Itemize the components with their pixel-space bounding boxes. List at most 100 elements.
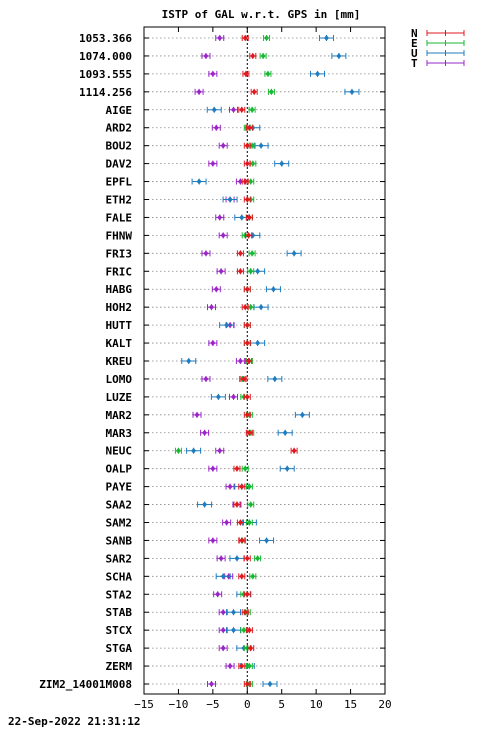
category-label: 1093.555 (79, 68, 132, 81)
category-label: FRI3 (106, 247, 133, 260)
category-label: BOU2 (106, 140, 133, 153)
grid-layer (144, 27, 385, 694)
marker-N (238, 483, 246, 490)
category-label: SANB (106, 534, 133, 547)
marker-E (248, 106, 256, 113)
category-label: STAB (106, 606, 133, 619)
category-label: HOH2 (106, 301, 133, 314)
marker-N (242, 70, 250, 77)
category-label: LUZE (106, 391, 133, 404)
marker-T (218, 609, 228, 616)
marker-U (259, 537, 275, 544)
marker-N (243, 142, 251, 149)
marker-N (238, 663, 246, 670)
marker-N (245, 429, 253, 436)
marker-T (213, 591, 223, 598)
marker-N (243, 196, 251, 203)
marker-E (259, 52, 267, 59)
x-tick-label: −15 (134, 698, 154, 711)
marker-N (247, 645, 255, 652)
marker-N (236, 519, 244, 526)
marker-T (201, 375, 211, 382)
marker-N (245, 232, 253, 239)
marker-N (233, 465, 241, 472)
marker-E (245, 663, 253, 670)
x-tick-label: 5 (278, 698, 285, 711)
marker-U (210, 393, 226, 400)
marker-U (219, 322, 235, 329)
category-labels: 1053.366 1074.000 1093.555 1114.256 AIGE ARD2… (39, 32, 132, 691)
legend-swatch (426, 50, 465, 56)
marker-N (243, 286, 251, 293)
category-label: SCHA (106, 570, 133, 583)
x-tick-label: −5 (206, 698, 219, 711)
category-label: LOMO (106, 373, 133, 386)
marker-T (225, 663, 235, 670)
marker-U (286, 250, 302, 257)
marker-N (243, 322, 251, 329)
category-label: HUTT (106, 319, 133, 332)
marker-U (253, 304, 269, 311)
marker-T (211, 286, 221, 293)
category-label: STGA (106, 642, 133, 655)
marker-E (247, 268, 255, 275)
category-label: PAYE (106, 481, 133, 494)
x-tick-label: 0 (244, 698, 251, 711)
marker-T (218, 627, 228, 634)
category-label: ZIM2_14001M008 (39, 678, 132, 691)
marker-N (245, 124, 253, 131)
marker-E (174, 447, 182, 454)
marker-T (208, 465, 218, 472)
category-label: STA2 (106, 588, 133, 601)
x-tick-label: 10 (310, 698, 323, 711)
marker-N (238, 537, 246, 544)
series-N (233, 35, 298, 687)
marker-E (248, 250, 256, 257)
marker-U (250, 340, 266, 347)
marker-E (245, 483, 253, 490)
legend-label: T (411, 57, 418, 70)
category-label: EPFL (106, 176, 133, 189)
category-label: HABG (106, 283, 133, 296)
marker-T (208, 537, 218, 544)
marker-N (233, 501, 241, 508)
marker-U (226, 627, 242, 634)
marker-T (192, 411, 202, 418)
category-label: NEUC (106, 445, 133, 458)
x-tick-label: 15 (344, 698, 357, 711)
marker-N (243, 340, 251, 347)
marker-N (240, 375, 248, 382)
category-label: SAA2 (106, 499, 133, 512)
marker-E (267, 88, 275, 95)
marker-E (263, 35, 271, 41)
marker-U (229, 555, 245, 562)
marker-N (243, 411, 251, 418)
legend-label: E (411, 37, 418, 50)
marker-U (222, 196, 238, 203)
marker-U (197, 501, 213, 508)
marker-T (218, 232, 228, 239)
marker-T (229, 106, 239, 113)
chart-title: ISTP of GAL w.r.t. GPS in [mm] (162, 8, 361, 21)
marker-N (243, 555, 251, 562)
marker-N (245, 214, 253, 221)
axis-layer: −15 −10 −5 0 5 10 15 20 (134, 26, 392, 711)
category-label: ZERM (106, 660, 133, 673)
marker-E (245, 519, 253, 526)
category-label: SAR2 (106, 552, 133, 565)
marker-N (241, 178, 249, 185)
category-label: ETH2 (106, 194, 133, 207)
marker-T (222, 519, 232, 526)
marker-U (277, 429, 293, 436)
marker-T (211, 124, 221, 131)
category-label: FRIC (106, 265, 133, 278)
marker-U (262, 681, 278, 687)
category-label: ARD2 (106, 122, 133, 135)
marker-U (274, 160, 290, 167)
marker-N (243, 591, 251, 598)
marker-N (245, 358, 253, 364)
marker-T (218, 142, 228, 149)
marker-T (216, 268, 226, 275)
